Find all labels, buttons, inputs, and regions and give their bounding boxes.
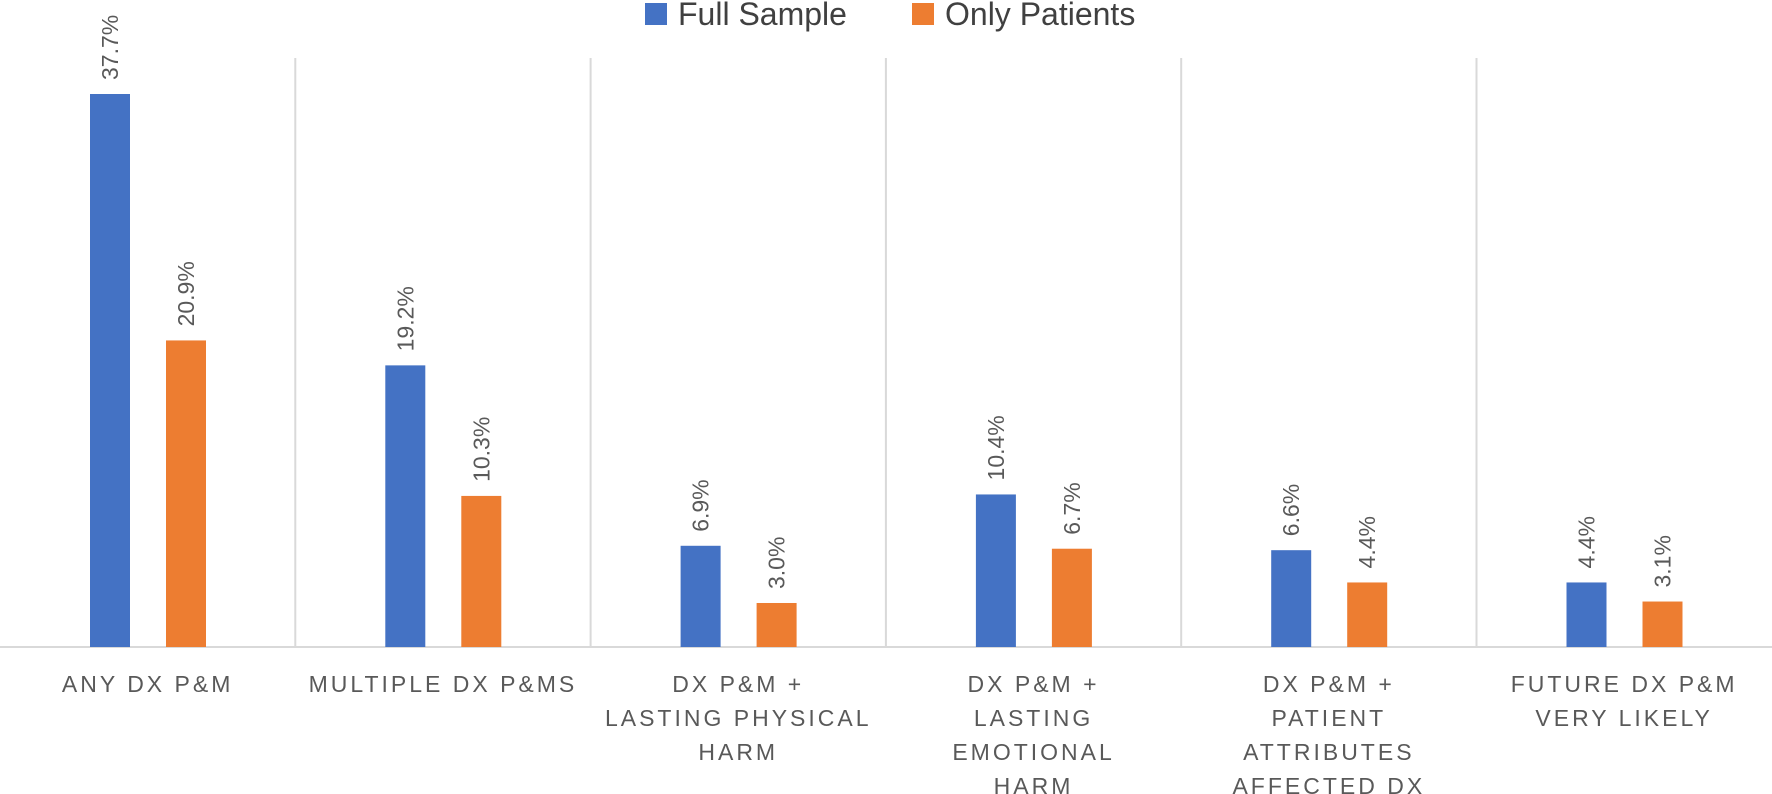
legend-item-only-patients: Only Patients xyxy=(912,0,1135,32)
x-tick-label: DX P&M + LASTING EMOTIONAL HARM xyxy=(952,671,1114,794)
legend-swatch xyxy=(912,3,934,25)
x-tick-label-line: HARM xyxy=(698,739,778,765)
bar-full-sample xyxy=(975,494,1016,647)
data-label: 6.6% xyxy=(1278,484,1304,536)
data-label: 20.9% xyxy=(173,261,199,326)
bar-only-patients xyxy=(1051,548,1092,647)
bar-full-sample xyxy=(1271,550,1312,647)
x-tick-label-line: FUTURE DX P&M xyxy=(1511,671,1738,697)
legend-swatch xyxy=(645,3,667,25)
x-tick-label-line: VERY LIKELY xyxy=(1535,705,1712,731)
x-tick-label: MULTIPLE DX P&MS xyxy=(309,671,578,697)
x-tick-label-line: ANY DX P&M xyxy=(62,671,233,697)
bars-group xyxy=(90,94,1683,647)
data-label: 19.2% xyxy=(392,286,418,351)
bar-full-sample xyxy=(1566,582,1607,647)
legend-label: Full Sample xyxy=(678,0,847,32)
data-label: 4.4% xyxy=(1354,516,1380,568)
x-tick-label: DX P&M + PATIENT ATTRIBUTES AFFECTED DX xyxy=(1232,671,1425,794)
legend-item-full-sample: Full Sample xyxy=(645,0,847,32)
bar-only-patients xyxy=(461,495,502,647)
bar-full-sample xyxy=(385,365,426,647)
x-tick-label-line: DX P&M + xyxy=(968,671,1100,697)
legend-label: Only Patients xyxy=(945,0,1135,32)
x-tick-label-line: LASTING PHYSICAL xyxy=(605,705,872,731)
data-label: 3.0% xyxy=(764,537,790,589)
bar-full-sample xyxy=(680,545,721,647)
bar-only-patients xyxy=(756,602,797,647)
data-label: 4.4% xyxy=(1574,516,1600,568)
data-label: 6.7% xyxy=(1059,482,1085,534)
data-label: 10.4% xyxy=(983,415,1009,480)
x-tick-label-line: PATIENT xyxy=(1271,705,1386,731)
data-label: 10.3% xyxy=(468,417,494,482)
x-tick-label-line: MULTIPLE DX P&MS xyxy=(309,671,578,697)
x-tick-label-line: EMOTIONAL xyxy=(952,739,1114,765)
x-tick-label: DX P&M + LASTING PHYSICAL HARM xyxy=(605,671,872,765)
category-gridlines xyxy=(294,58,1478,647)
x-tick-label-line: ATTRIBUTES xyxy=(1243,739,1414,765)
x-tick-label-line: HARM xyxy=(994,773,1074,794)
data-label: 37.7% xyxy=(97,15,123,80)
bar-only-patients xyxy=(1642,601,1683,647)
data-label: 6.9% xyxy=(688,479,714,531)
x-tick-label: FUTURE DX P&M VERY LIKELY xyxy=(1511,671,1738,731)
x-tick-labels: ANY DX P&M MULTIPLE DX P&MS DX P&M + LASTIN… xyxy=(62,671,1738,794)
data-label: 3.1% xyxy=(1650,535,1676,587)
x-tick-label-line: LASTING xyxy=(974,705,1093,731)
bar-only-patients xyxy=(1347,582,1388,647)
data-labels-group: 37.7% 20.9% 19.2% 10.3% 6.9% 3.0% 10.4% 6.7% 6.6… xyxy=(97,15,1676,589)
x-tick-label-line: DX P&M + xyxy=(672,671,804,697)
x-tick-label-line: DX P&M + xyxy=(1263,671,1395,697)
x-tick-label: ANY DX P&M xyxy=(62,671,233,697)
bar-full-sample xyxy=(90,94,130,647)
legend: Full Sample Only Patients xyxy=(645,0,1135,32)
x-tick-label-line: AFFECTED DX xyxy=(1232,773,1425,794)
bar-only-patients xyxy=(166,340,206,647)
